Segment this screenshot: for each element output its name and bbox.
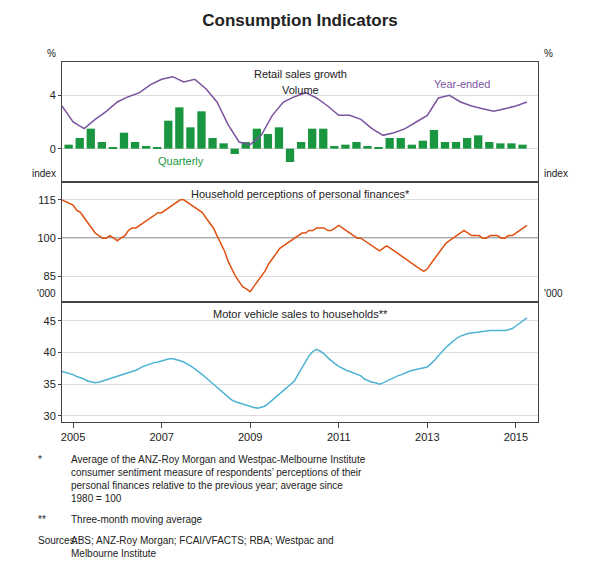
svg-text:'000: '000 <box>544 288 563 299</box>
svg-text:Household perceptions of perso: Household perceptions of personal financ… <box>191 188 410 200</box>
svg-text:Retail sales growth: Retail sales growth <box>254 68 347 80</box>
svg-text:2015: 2015 <box>504 431 528 443</box>
svg-text:2007: 2007 <box>149 431 173 443</box>
svg-text:2009: 2009 <box>238 431 262 443</box>
svg-text:40: 40 <box>44 346 56 358</box>
svg-text:45: 45 <box>44 315 56 327</box>
svg-text:35: 35 <box>44 378 56 390</box>
svg-text:100: 100 <box>37 232 55 244</box>
svg-text:index: index <box>544 168 568 179</box>
svg-text:Motor vehicle sales to househo: Motor vehicle sales to households** <box>213 308 388 320</box>
svg-text:Consumption Indicators: Consumption Indicators <box>202 11 398 30</box>
svg-text:30: 30 <box>44 410 56 422</box>
svg-text:'000: '000 <box>37 288 56 299</box>
svg-text:index: index <box>32 168 56 179</box>
svg-text:2013: 2013 <box>415 431 439 443</box>
svg-text:0: 0 <box>50 143 56 155</box>
svg-text:Quarterly: Quarterly <box>158 155 204 167</box>
svg-text:Year-ended: Year-ended <box>434 78 490 90</box>
svg-text:**: ** <box>38 514 46 525</box>
svg-text:ABS; ANZ-Roy Morgan; FCAI/VFAC: ABS; ANZ-Roy Morgan; FCAI/VFACTS; RBA; W… <box>71 535 334 559</box>
svg-text:85: 85 <box>44 270 56 282</box>
svg-text:115: 115 <box>38 194 56 206</box>
svg-text:Volume: Volume <box>282 84 319 96</box>
svg-text:Three-month moving average: Three-month moving average <box>71 514 203 525</box>
svg-text:4: 4 <box>50 89 56 101</box>
svg-text:Average of the ANZ-Roy Morgan: Average of the ANZ-Roy Morgan and Westpa… <box>71 454 366 504</box>
svg-text:Sources:: Sources: <box>38 535 77 546</box>
svg-text:2005: 2005 <box>61 431 85 443</box>
svg-text:2011: 2011 <box>327 431 351 443</box>
svg-text:*: * <box>38 454 42 465</box>
svg-text:%: % <box>47 48 56 59</box>
svg-text:%: % <box>544 48 553 59</box>
